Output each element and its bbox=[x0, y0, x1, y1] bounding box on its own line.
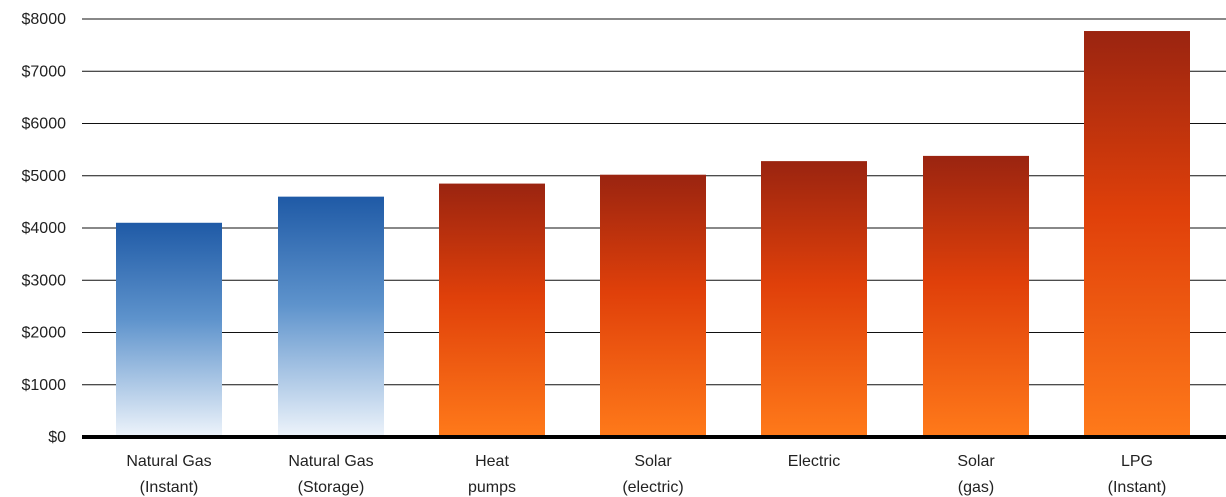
x-category-label: Solar bbox=[634, 453, 672, 470]
x-category-label: Heat bbox=[475, 453, 509, 470]
x-category-label: (electric) bbox=[622, 479, 683, 496]
x-category-label: (Instant) bbox=[140, 479, 199, 496]
x-category-label: Natural Gas bbox=[288, 453, 373, 470]
y-tick-label: $0 bbox=[48, 429, 66, 446]
bar bbox=[1084, 31, 1190, 438]
bar bbox=[439, 183, 545, 437]
x-category-label: (gas) bbox=[958, 479, 994, 496]
y-tick-label: $4000 bbox=[22, 220, 67, 237]
x-category-label: Electric bbox=[788, 453, 840, 470]
x-category-label: pumps bbox=[468, 479, 516, 496]
bar bbox=[278, 196, 384, 437]
y-tick-label: $8000 bbox=[22, 11, 67, 28]
bar bbox=[923, 155, 1029, 437]
x-category-label: (Storage) bbox=[298, 479, 365, 496]
bars bbox=[116, 31, 1190, 438]
x-axis-category-labels: Natural Gas (Instant) Natural Gas (Storage)… bbox=[126, 453, 1166, 496]
x-category-label: Solar bbox=[957, 453, 995, 470]
y-tick-label: $1000 bbox=[22, 377, 67, 394]
y-tick-label: $7000 bbox=[22, 63, 67, 80]
x-category-label: Natural Gas bbox=[126, 453, 211, 470]
x-category-label: LPG bbox=[1121, 453, 1153, 470]
y-tick-label: $2000 bbox=[22, 325, 67, 342]
y-axis-tick-labels: $0 $1000 $2000 $3000 $4000 $5000 $6000 $7000 $80… bbox=[22, 11, 67, 446]
y-tick-label: $3000 bbox=[22, 272, 67, 289]
bar bbox=[600, 174, 706, 437]
y-tick-label: $5000 bbox=[22, 168, 67, 185]
bar bbox=[761, 161, 867, 437]
y-tick-label: $6000 bbox=[22, 116, 67, 133]
bar bbox=[116, 222, 222, 437]
x-category-label: (Instant) bbox=[1108, 479, 1167, 496]
